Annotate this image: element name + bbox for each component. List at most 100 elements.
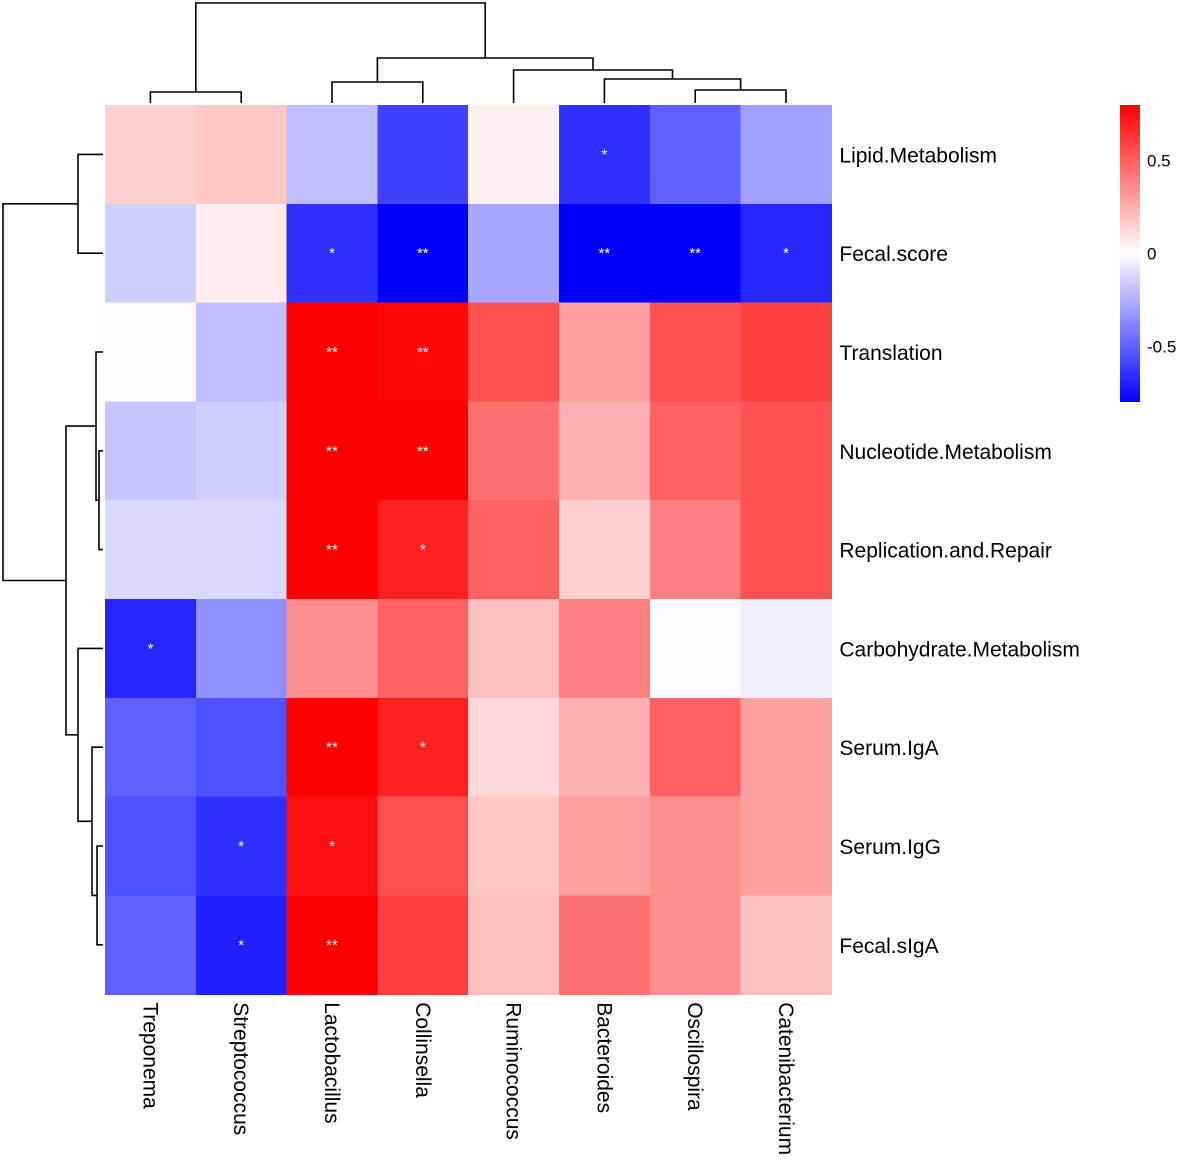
heatmap-cell	[195, 500, 288, 600]
dendrogram-branch	[96, 845, 103, 946]
significance-star: **	[417, 245, 429, 262]
heatmap-cell	[649, 895, 742, 995]
significance-star: *	[329, 838, 335, 855]
row-label: Fecal.score	[839, 243, 948, 266]
heatmap-cell	[740, 599, 832, 699]
dendrogram-branch	[195, 2, 486, 92]
heatmap-cell	[377, 105, 469, 205]
heatmap-cell	[377, 203, 469, 304]
significance-star: **	[326, 443, 338, 460]
heatmap-cell	[649, 697, 742, 798]
heatmap-cells	[105, 105, 832, 995]
heatmap-cell	[105, 895, 197, 995]
heatmap-cell	[377, 697, 469, 798]
heatmap-cell	[468, 697, 560, 798]
heatmap-cell	[286, 599, 378, 699]
significance-star: *	[329, 245, 335, 262]
column-label: Oscillospira	[683, 1002, 706, 1111]
column-label: Lactobacillus	[320, 1002, 343, 1123]
heatmap-cell	[377, 796, 469, 896]
dendrogram-branch	[65, 425, 96, 736]
dendrogram-branch	[2, 203, 78, 582]
heatmap-cell	[468, 401, 560, 501]
heatmap-cell	[377, 401, 469, 501]
heatmap-cell	[195, 796, 288, 896]
dendrogram-branch	[98, 450, 103, 551]
legend-tick-label: 0.5	[1147, 152, 1171, 171]
dendrogram-branch	[331, 81, 424, 103]
dendrogram-branch	[512, 69, 674, 103]
heatmap-cell	[649, 203, 742, 304]
dendrogram-branch	[77, 647, 103, 823]
heatmap-cell	[468, 203, 560, 304]
row-labels: Lipid.Metabolism Fecal.score Translation Nu…	[839, 144, 1079, 957]
row-label: Replication.and.Repair	[839, 540, 1051, 563]
heatmap-cell	[468, 302, 560, 402]
heatmap-cell	[286, 401, 378, 501]
row-label: Lipid.Metabolism	[839, 144, 997, 167]
heatmap-cell	[195, 895, 288, 995]
heatmap-cell	[286, 203, 378, 304]
column-label: Treponema	[138, 1002, 161, 1109]
heatmap-cell	[559, 599, 651, 699]
significance-star: **	[326, 542, 338, 559]
heatmap-cell	[649, 599, 742, 699]
heatmap-cell	[649, 796, 742, 896]
heatmap-cell	[559, 401, 651, 501]
significance-star: *	[147, 640, 153, 657]
significance-stars: ** ** ** ** *** **** **** **** ** ** **	[147, 146, 789, 953]
heatmap-cell	[286, 302, 378, 402]
heatmap-cell	[649, 105, 742, 205]
row-label: Nucleotide.Metabolism	[839, 441, 1051, 464]
heatmap-cell	[740, 697, 832, 798]
significance-star: *	[601, 146, 607, 163]
heatmap-cell	[740, 302, 832, 402]
row-label: Fecal.sIgA	[839, 935, 938, 958]
column-label: Streptococcus	[229, 1002, 252, 1135]
column-label: Ruminococcus	[502, 1002, 525, 1140]
heatmap-cell	[377, 895, 469, 995]
significance-star: *	[783, 245, 789, 262]
heatmap-cell	[468, 500, 560, 600]
heatmap-cell	[105, 401, 197, 501]
significance-star: **	[599, 245, 611, 262]
heatmap-cell	[195, 599, 288, 699]
heatmap-cell	[740, 203, 832, 304]
heatmap-cell	[468, 895, 560, 995]
heatmap-cell	[468, 599, 560, 699]
heatmap-cell	[105, 105, 197, 205]
column-labels: Treponema Streptococcus Lactobacillus Colli…	[138, 1002, 797, 1155]
heatmap-cell	[195, 203, 288, 304]
heatmap-cell	[195, 401, 288, 501]
heatmap-cell	[377, 302, 469, 402]
heatmap-cell	[195, 105, 288, 205]
heatmap-cell	[559, 796, 651, 896]
heatmap-cell	[105, 500, 197, 600]
heatmap-cell	[740, 401, 832, 501]
color-legend: 0.5 0 -0.5	[1120, 105, 1176, 402]
dendrogram-branch	[603, 78, 742, 103]
heatmap-cell	[559, 302, 651, 402]
heatmap-cell	[105, 599, 197, 699]
heatmap-cell	[559, 105, 651, 205]
significance-star: **	[326, 739, 338, 756]
heatmap-cell	[105, 203, 197, 304]
dendrogram-branch	[694, 89, 787, 103]
row-label: Serum.IgA	[839, 737, 938, 760]
color-legend-ticks: 0.5 0 -0.5	[1147, 152, 1176, 357]
heatmap-cell	[740, 796, 832, 896]
row-dendrogram	[2, 153, 103, 946]
heatmap-cell	[286, 697, 378, 798]
row-label: Carbohydrate.Metabolism	[839, 638, 1079, 661]
heatmap-cell	[649, 302, 742, 402]
heatmap-cell	[559, 500, 651, 600]
heatmap-cell	[468, 105, 560, 205]
heatmap-cell	[195, 302, 288, 402]
significance-star: *	[238, 838, 244, 855]
dendrogram-branch	[77, 153, 103, 254]
column-label: Bacteroides	[592, 1002, 615, 1113]
legend-tick-label: -0.5	[1147, 337, 1176, 356]
heatmap-cell	[740, 895, 832, 995]
significance-star: *	[238, 937, 244, 954]
